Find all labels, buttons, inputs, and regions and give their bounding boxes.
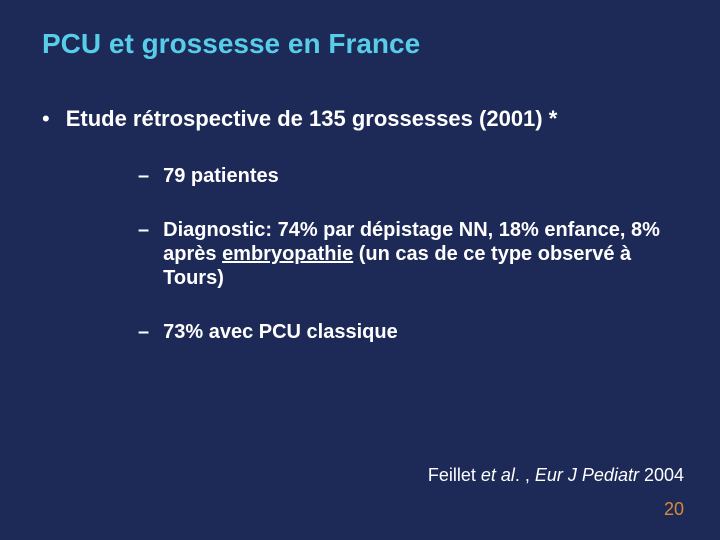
- dash-marker: –: [138, 218, 163, 242]
- sub-bullet-text: 73% avec PCU classique: [163, 320, 398, 344]
- dash-marker: –: [138, 320, 163, 344]
- sub-bullet-text: Diagnostic: 74% par dépistage NN, 18% en…: [163, 218, 680, 290]
- citation-year: 2004: [639, 465, 684, 485]
- citation-etal: et al: [481, 465, 515, 485]
- main-bullet-text: Etude rétrospective de 135 grossesses (2…: [66, 106, 558, 132]
- dash-marker: –: [138, 164, 163, 188]
- slide-title: PCU et grossesse en France: [0, 0, 720, 60]
- bullet-marker: •: [42, 106, 66, 130]
- page-number: 20: [664, 499, 684, 520]
- main-bullet: • Etude rétrospective de 135 grossesses …: [0, 60, 720, 344]
- underlined-term: embryopathie: [222, 243, 353, 265]
- sub-bullet-item: – 73% avec PCU classique: [138, 320, 680, 344]
- citation: Feillet et al. , Eur J Pediatr 2004: [428, 465, 684, 486]
- sub-bullet-item: – 79 patientes: [138, 164, 680, 188]
- citation-journal: Eur J Pediatr: [535, 465, 639, 485]
- citation-author: Feillet: [428, 465, 481, 485]
- sub-bullet-text: 79 patientes: [163, 164, 279, 188]
- sub-bullet-item: – Diagnostic: 74% par dépistage NN, 18% …: [138, 218, 680, 290]
- citation-sep: . ,: [515, 465, 535, 485]
- sub-bullet-list: – 79 patientes – Diagnostic: 74% par dép…: [42, 132, 720, 344]
